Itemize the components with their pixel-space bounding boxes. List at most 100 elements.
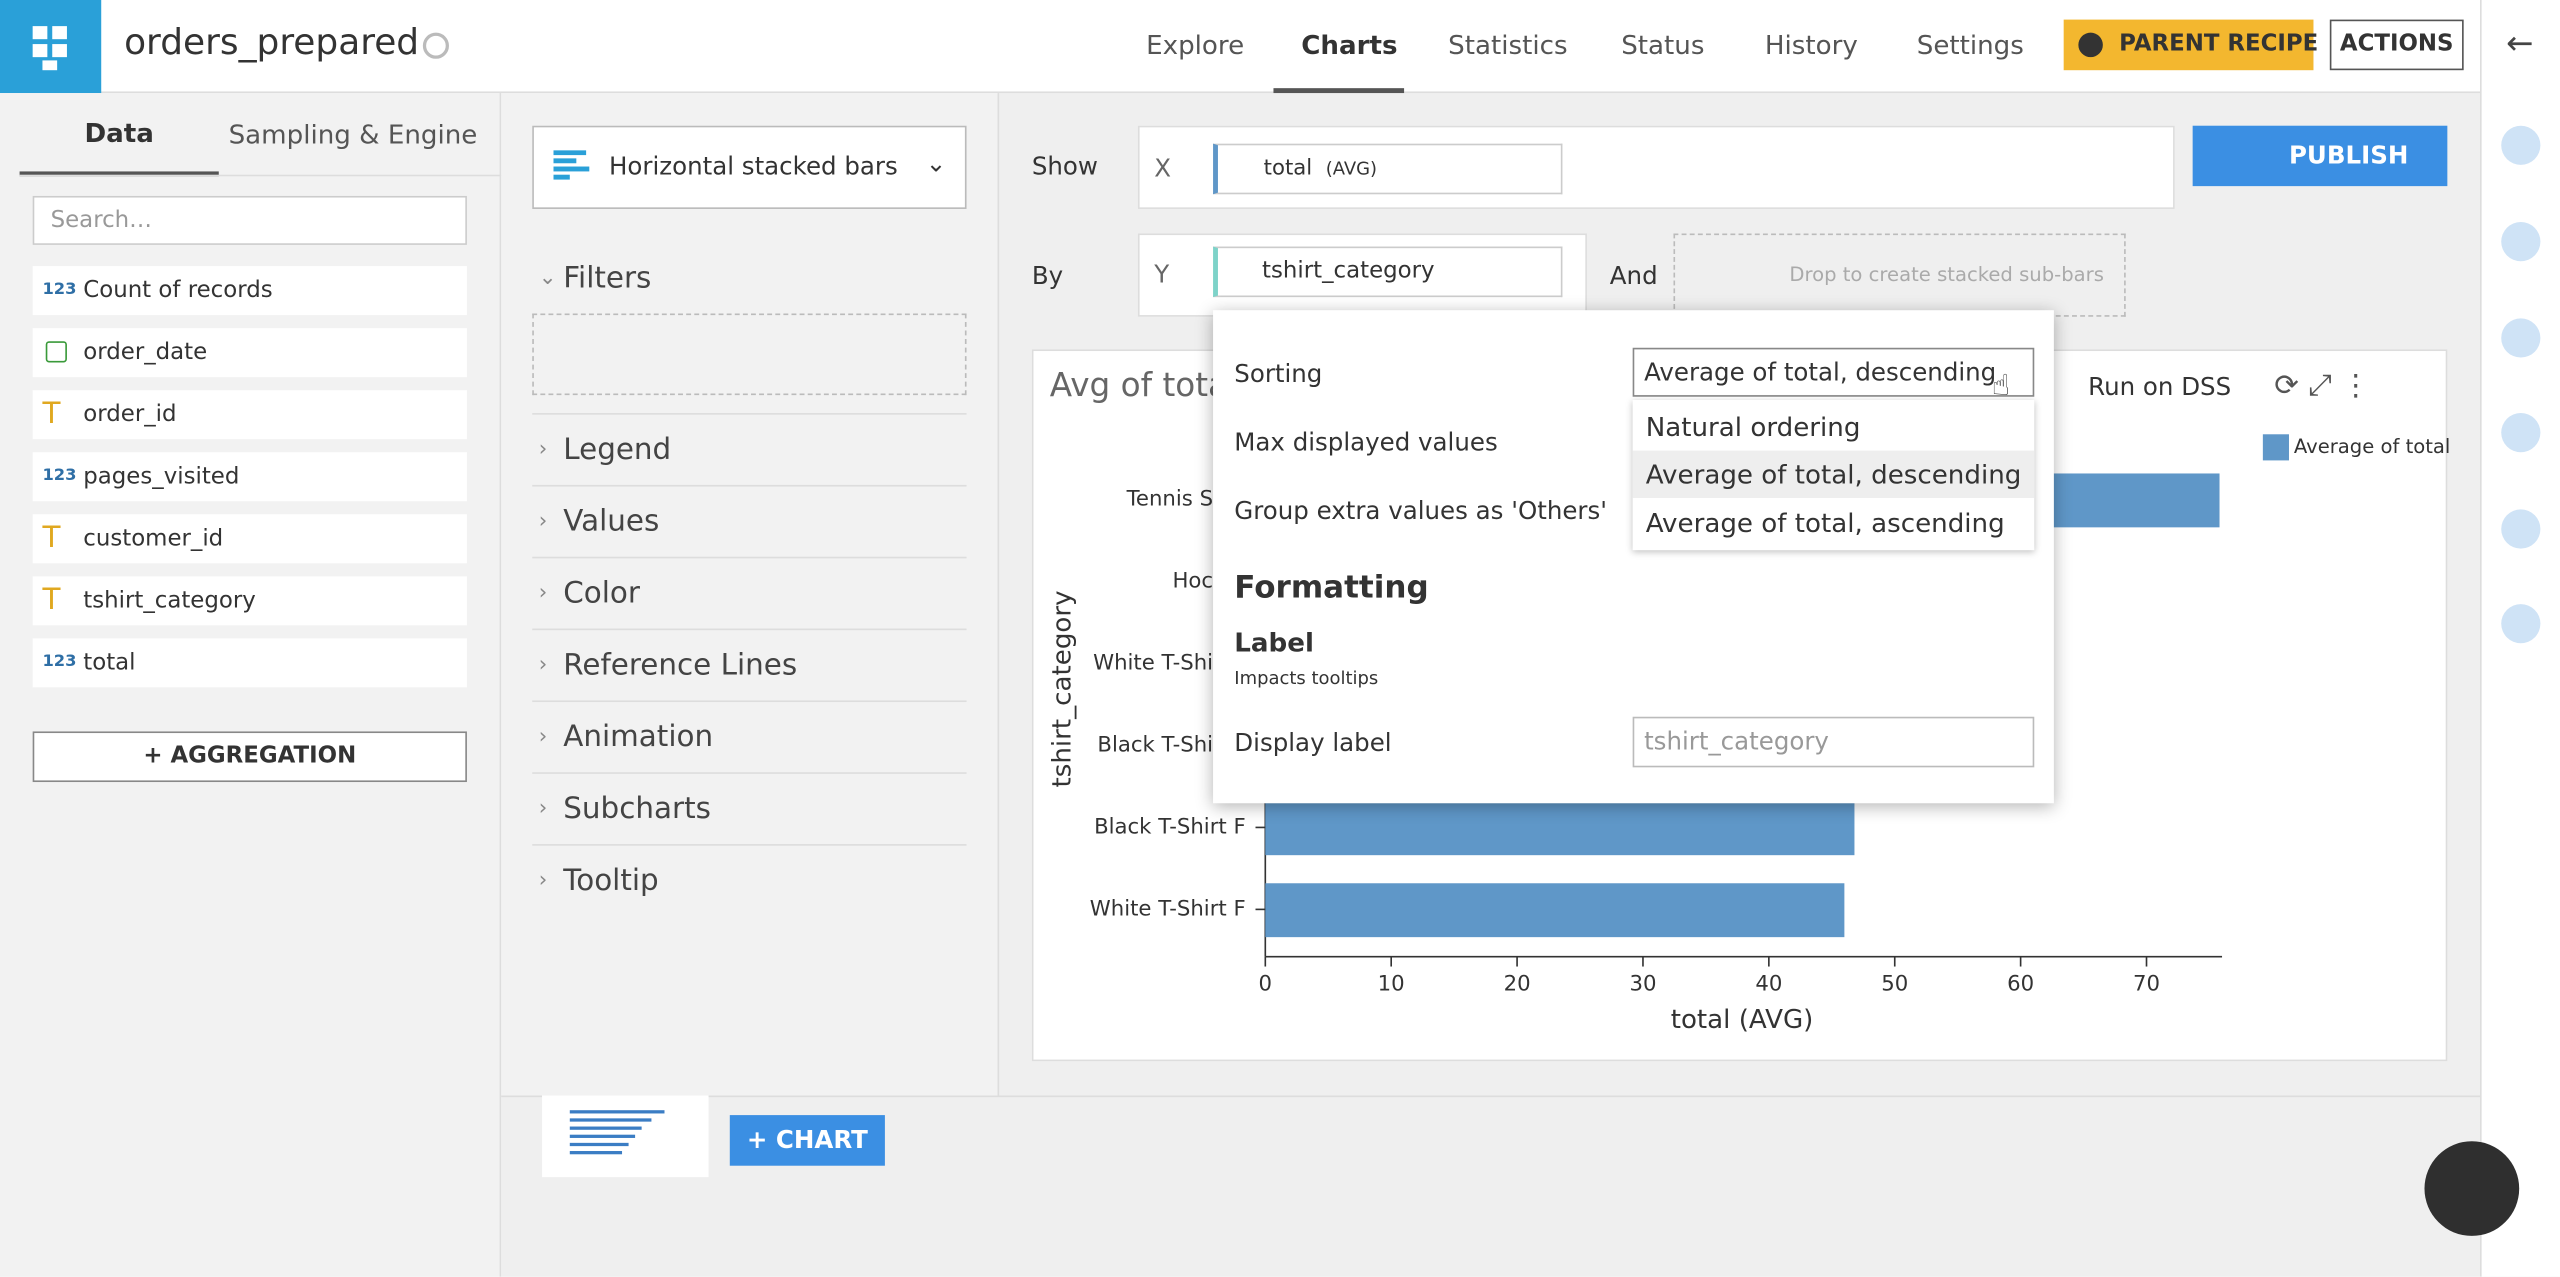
- label-hint: Impacts tooltips: [1234, 667, 1379, 689]
- nav-tab[interactable]: Charts: [1301, 29, 1398, 61]
- chart-type-select[interactable]: Horizontal stacked bars ⌄: [532, 125, 967, 209]
- text-icon: T: [42, 520, 61, 556]
- aggregation-button[interactable]: + AGGREGATION: [32, 731, 467, 783]
- sort-option[interactable]: Average of total, descending: [1632, 450, 2035, 498]
- formatting-heading: Formatting: [1234, 569, 1429, 606]
- column-name: order_date: [83, 339, 208, 366]
- y-tick-label: Black T-Shirt F: [1094, 814, 1246, 839]
- add-icon[interactable]: [2501, 125, 2541, 165]
- section-label: Color: [563, 576, 640, 611]
- numeric-icon: 123: [42, 653, 77, 672]
- logo-icon: [32, 26, 67, 71]
- sorting-select[interactable]: Average of total, descending: [1632, 347, 2035, 397]
- y-tick-label: White T-Shirt F: [1090, 896, 1246, 921]
- section-label: Animation: [563, 720, 714, 755]
- sync-icon[interactable]: [422, 32, 449, 59]
- lab-icon[interactable]: [2501, 509, 2541, 549]
- display-label-input[interactable]: tshirt_category: [1632, 716, 2035, 768]
- nav-tab[interactable]: History: [1764, 29, 1858, 61]
- x-tick-label: 40: [1755, 971, 1782, 996]
- sort-popup: Sorting Average of total, descending Nat…: [1213, 310, 2054, 804]
- config-section[interactable]: › Legend: [532, 413, 967, 486]
- column-name: order_id: [83, 401, 177, 428]
- sort-option[interactable]: Average of total, ascending: [1645, 507, 2005, 539]
- column-row[interactable]: order_date: [32, 328, 467, 378]
- y-tick-label: Black T-Shi: [1097, 732, 1213, 757]
- label-heading: Label: [1234, 626, 1314, 658]
- y-tick-label: Tennis S: [1126, 487, 1213, 512]
- section-label: Legend: [563, 432, 672, 467]
- search-input[interactable]: Search…: [32, 195, 467, 245]
- section-label: Tooltip: [563, 863, 659, 898]
- list-icon[interactable]: [2501, 318, 2541, 358]
- chart-type-label: Horizontal stacked bars: [608, 151, 898, 182]
- nav-tab[interactable]: Statistics: [1448, 29, 1568, 61]
- by-label: By: [1031, 261, 1064, 291]
- discussion-icon[interactable]: [2501, 413, 2541, 453]
- x-tick-label: 50: [1881, 971, 1908, 996]
- info-icon[interactable]: [2501, 222, 2541, 262]
- x-tick-label: 70: [2133, 971, 2160, 996]
- bar: [1265, 883, 1845, 938]
- config-section[interactable]: › Reference Lines: [532, 628, 967, 702]
- config-section[interactable]: › Subcharts: [532, 772, 967, 845]
- column-name: customer_id: [83, 525, 224, 552]
- x-tick-label: 0: [1259, 971, 1273, 996]
- data-tab[interactable]: Data: [84, 117, 154, 149]
- logo[interactable]: [0, 0, 102, 94]
- chart-title: Avg of total: [1050, 366, 1237, 404]
- x-aggregation: (AVG): [1325, 158, 1378, 180]
- config-section[interactable]: › Color: [532, 556, 967, 630]
- actions-button[interactable]: ACTIONS: [2329, 19, 2464, 71]
- column-row[interactable]: 123 Count of records: [32, 266, 467, 316]
- back-arrow[interactable]: ←: [2506, 22, 2534, 63]
- y-tick-label: Hoc: [1172, 569, 1213, 594]
- publish-button[interactable]: PUBLISH: [2192, 125, 2448, 187]
- right-sidebar: ←: [2480, 0, 2560, 1277]
- chart-thumbnail[interactable]: [542, 1095, 709, 1178]
- add-chart-button[interactable]: + CHART: [729, 1115, 885, 1166]
- sort-option[interactable]: Natural ordering: [1645, 411, 1861, 443]
- sort-options: Natural ordering Average of total, desce…: [1632, 399, 2035, 551]
- sorting-label: Sorting: [1234, 359, 1323, 389]
- x-field-pill[interactable]: total (AVG): [1213, 143, 1563, 195]
- column-name: tshirt_category: [83, 587, 256, 614]
- column-row[interactable]: 123 pages_visited: [32, 452, 467, 502]
- x-tick-label: 60: [2007, 971, 2034, 996]
- parent-recipe-button[interactable]: PARENT RECIPE: [2063, 19, 2318, 71]
- config-section[interactable]: › Animation: [532, 700, 967, 773]
- numeric-icon: 123: [42, 280, 77, 299]
- aggregation-label: AGGREGATION: [170, 742, 357, 769]
- expand-icon: ›: [538, 581, 548, 606]
- column-row[interactable]: 123 total: [32, 638, 467, 688]
- history-icon[interactable]: [2501, 604, 2541, 644]
- chart-button-label: CHART: [775, 1124, 868, 1155]
- nav-tab[interactable]: Explore: [1146, 29, 1245, 61]
- config-section[interactable]: ⌄ Filters: [532, 243, 966, 315]
- numeric-icon: 123: [42, 466, 77, 485]
- run-on-dss[interactable]: Run on DSS: [2088, 372, 2232, 402]
- y-field-pill[interactable]: tshirt_category: [1213, 246, 1563, 298]
- column-name: Count of records: [83, 277, 273, 304]
- x-axis-select[interactable]: X: [1154, 153, 1172, 183]
- config-section[interactable]: › Tooltip: [532, 844, 967, 917]
- expand-icon: ›: [538, 868, 548, 894]
- section-label: Values: [563, 504, 660, 539]
- config-section[interactable]: › Values: [532, 484, 967, 558]
- x-axis-title: total (AVG): [1671, 1005, 1814, 1035]
- nav-tab[interactable]: Status: [1621, 29, 1705, 61]
- chat-button[interactable]: [2424, 1141, 2520, 1236]
- y-axis-select[interactable]: Y: [1154, 259, 1170, 289]
- filter-dropzone: [532, 313, 967, 396]
- y-axis-title: tshirt_category: [1047, 590, 1077, 787]
- chart-tools[interactable]: ⟳ ⤢ ⋮: [2274, 368, 2371, 404]
- date-icon: [45, 341, 67, 363]
- expand-icon: ›: [538, 437, 548, 463]
- nav-tab[interactable]: Settings: [1916, 29, 2024, 61]
- sampling-tab[interactable]: Sampling & Engine: [228, 119, 478, 151]
- expand-icon: ›: [538, 509, 548, 534]
